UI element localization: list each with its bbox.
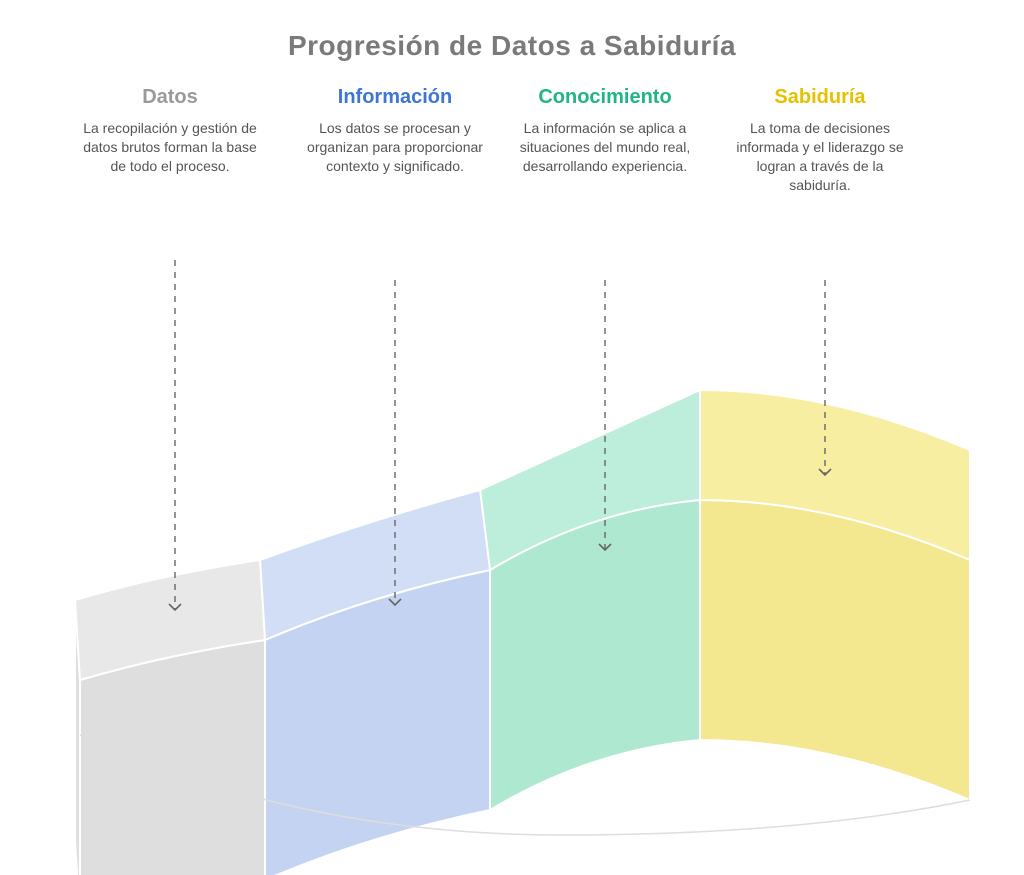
desc-conocimiento: La información se aplica a situaciones d… [505, 119, 705, 176]
desc-informacion: Los datos se procesan y organizan para p… [295, 119, 495, 176]
heading-informacion: Información [295, 86, 495, 109]
heading-sabiduria: Sabiduría [720, 86, 920, 109]
column-sabiduria: Sabiduría La toma de decisiones informad… [720, 86, 920, 195]
desc-datos: La recopilación y gestión de datos bruto… [70, 119, 270, 176]
column-conocimiento: Conocimiento La información se aplica a … [505, 86, 705, 176]
desc-sabiduria: La toma de decisiones informada y el lid… [720, 119, 920, 195]
infographic-canvas: Progresión de Datos a Sabiduría Datos La… [0, 0, 1024, 875]
column-datos: Datos La recopilación y gestión de datos… [70, 86, 270, 176]
column-informacion: Información Los datos se procesan y orga… [295, 86, 495, 176]
chart-title: Progresión de Datos a Sabiduría [0, 30, 1024, 62]
heading-datos: Datos [70, 86, 270, 109]
heading-conocimiento: Conocimiento [505, 86, 705, 109]
